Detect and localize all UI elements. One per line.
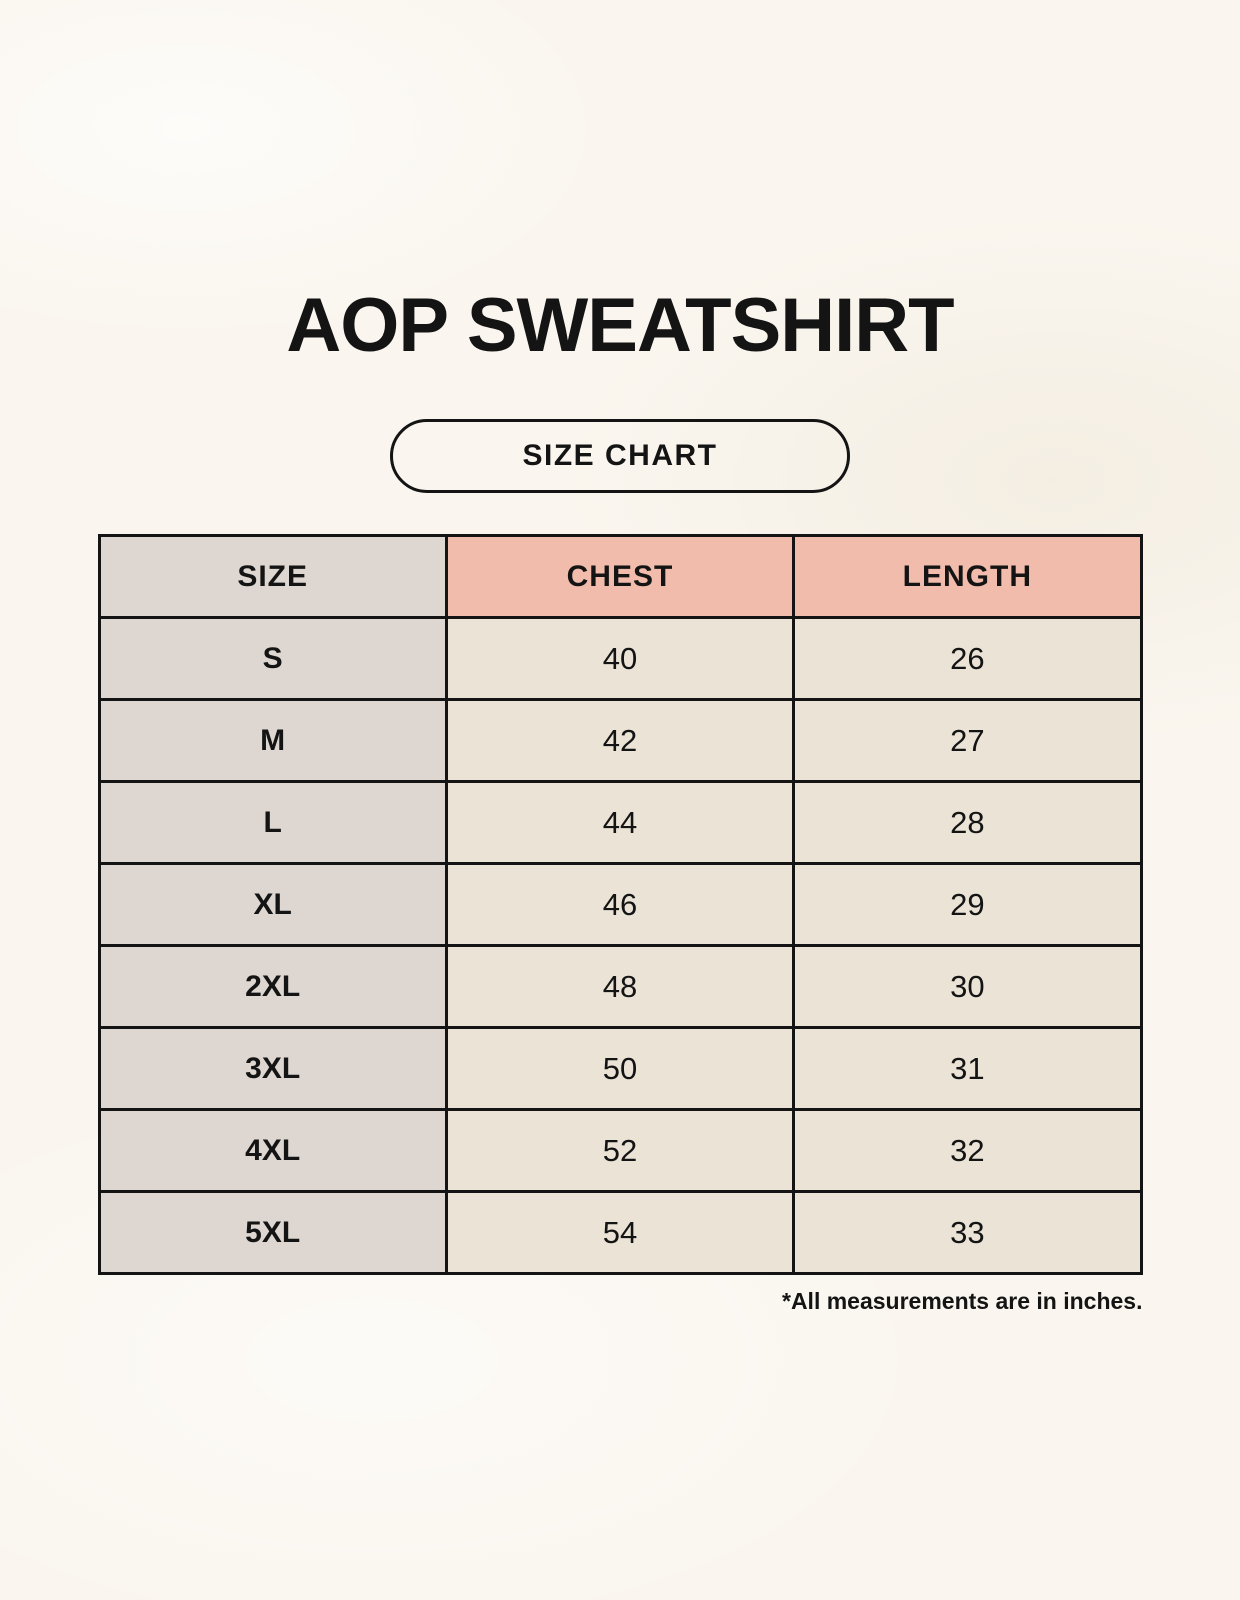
size-label-cell: M: [97, 698, 448, 784]
length-value-cell: 32: [792, 1108, 1143, 1194]
chest-value-cell: 54: [444, 1190, 796, 1276]
chest-value-cell: 46: [444, 862, 796, 948]
chest-value-cell: 44: [444, 780, 796, 866]
size-chart-badge: SIZE CHART: [390, 419, 850, 494]
table-row: L 44 28: [97, 780, 1143, 866]
column-header-length: LENGTH: [792, 534, 1143, 620]
size-label-cell: S: [97, 616, 448, 702]
table-row: 3XL 50 31: [97, 1026, 1143, 1112]
table-row: 2XL 48 30: [97, 944, 1143, 1030]
length-value-cell: 30: [792, 944, 1143, 1030]
size-label-cell: 3XL: [97, 1026, 448, 1112]
header-row: SIZE CHEST LENGTH: [97, 534, 1143, 620]
size-label-cell: L: [97, 780, 448, 866]
length-value-cell: 31: [792, 1026, 1143, 1112]
chest-value-cell: 50: [444, 1026, 796, 1112]
column-header-size: SIZE: [97, 534, 448, 620]
size-label-cell: 2XL: [97, 944, 448, 1030]
table-row: 4XL 52 32: [97, 1108, 1143, 1194]
table-row: 5XL 54 33: [97, 1190, 1143, 1276]
length-value-cell: 26: [792, 616, 1143, 702]
size-label-cell: XL: [97, 862, 448, 948]
size-label-cell: 4XL: [97, 1108, 448, 1194]
size-chart-table-container: SIZE CHEST LENGTH S 40 26 M 42 27 L 44 28 XL 46 29 2…: [97, 534, 1143, 1276]
size-chart-header: SIZE CHEST LENGTH: [97, 534, 1143, 620]
table-row: M 42 27: [97, 698, 1143, 784]
chest-value-cell: 40: [444, 616, 796, 702]
measurements-footnote: *All measurements are in inches.: [782, 1288, 1143, 1315]
length-value-cell: 29: [792, 862, 1143, 948]
length-value-cell: 33: [792, 1190, 1143, 1276]
length-value-cell: 28: [792, 780, 1143, 866]
column-header-chest: CHEST: [444, 534, 796, 620]
chest-value-cell: 52: [444, 1108, 796, 1194]
size-chart-table: SIZE CHEST LENGTH S 40 26 M 42 27 L 44 28 XL 46 29 2…: [97, 534, 1143, 1276]
size-chart-body: S 40 26 M 42 27 L 44 28 XL 46 29 2XL 48 30 3XL 50 31 4XL 52…: [97, 616, 1143, 1276]
table-row: S 40 26: [97, 616, 1143, 702]
size-chart-badge-label: SIZE CHART: [522, 439, 718, 473]
length-value-cell: 27: [792, 698, 1143, 784]
chest-value-cell: 48: [444, 944, 796, 1030]
chest-value-cell: 42: [444, 698, 796, 784]
size-label-cell: 5XL: [97, 1190, 448, 1276]
page-title: AOP SWEATSHIRT: [286, 283, 954, 368]
table-row: XL 46 29: [97, 862, 1143, 948]
